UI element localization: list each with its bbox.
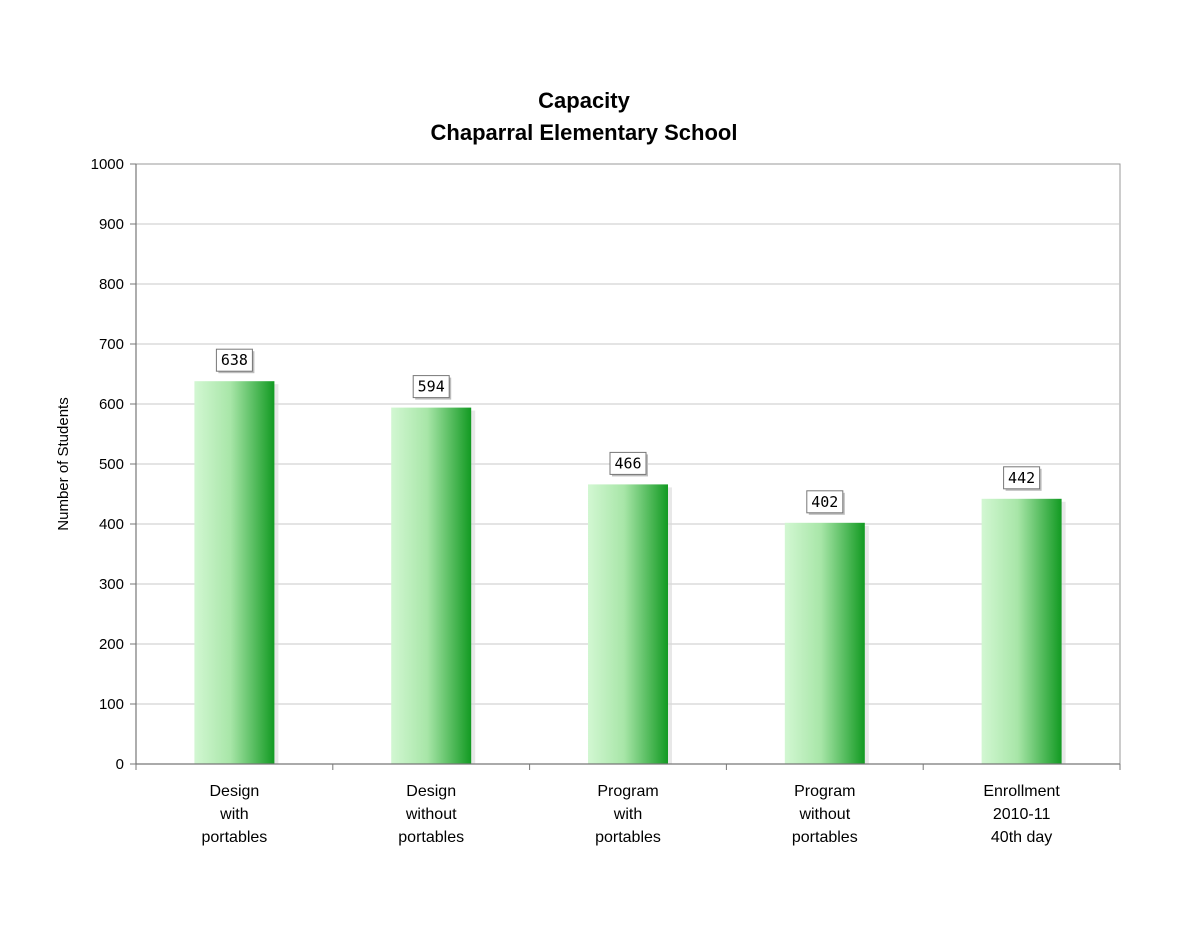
value-label-box — [609, 451, 647, 475]
y-tick-label: 1000 — [91, 156, 124, 173]
bar-0 — [194, 381, 275, 764]
y-tick-label: 0 — [116, 756, 124, 773]
value-label-1: 594 — [418, 378, 445, 396]
category-label-4-line-1: 2010-11 — [993, 806, 1051, 823]
category-label-1-line-0: Design — [406, 783, 456, 800]
value-label-0: 638 — [221, 351, 248, 369]
y-tick-label: 200 — [99, 636, 124, 653]
category-label-3-line-1: without — [798, 806, 850, 823]
value-label-3: 402 — [811, 493, 838, 511]
bar-2 — [588, 484, 668, 764]
chart-title-line-2: Chaparral Elementary School — [431, 120, 738, 145]
x-axis-categories: Design with portables Design without portable… — [135, 764, 1121, 846]
category-label-2-line-1: with — [613, 806, 642, 823]
y-tick-label: 800 — [99, 276, 124, 293]
category-label-4-line-0: Enrollment — [983, 783, 1060, 800]
bar-3 — [784, 522, 865, 764]
bar-4 — [981, 498, 1062, 764]
category-label-1-line-1: without — [405, 806, 457, 823]
y-tick-label: 300 — [99, 576, 124, 593]
value-label-box — [806, 490, 844, 514]
category-label-0-line-2: portables — [201, 829, 267, 846]
y-tick-label: 400 — [99, 516, 124, 533]
category-label-2-line-2: portables — [595, 829, 661, 846]
value-labels: 638 594 466 402 442 — [215, 348, 1042, 515]
category-label-1-line-2: portables — [398, 829, 464, 846]
category-label-0-line-1: with — [219, 806, 248, 823]
chart-title: Capacity Chaparral Elementary School — [431, 88, 738, 145]
category-label-4-line-2: 40th day — [991, 829, 1052, 846]
category-label-3-line-2: portables — [792, 829, 858, 846]
gridlines — [136, 223, 1120, 705]
value-label-box — [215, 348, 253, 372]
y-tick-label: 100 — [99, 696, 124, 713]
category-label-3-line-0: Program — [794, 783, 855, 800]
y-tick-label: 600 — [99, 396, 124, 413]
bar-1 — [391, 407, 472, 764]
bars — [194, 381, 1066, 764]
y-tick-label: 500 — [99, 456, 124, 473]
value-label-box — [1003, 466, 1041, 490]
category-label-0-line-0: Design — [209, 783, 259, 800]
y-tick-label: 900 — [99, 216, 124, 233]
y-axis-label: Number of Students — [55, 397, 72, 530]
chart-title-line-1: Capacity — [538, 88, 630, 113]
value-label-2: 466 — [614, 454, 641, 472]
y-axis-ticks: 0 100 200 300 400 500 600 700 800 900 1000 — [91, 156, 136, 773]
value-label-box — [412, 375, 450, 399]
value-label-4: 442 — [1008, 469, 1035, 487]
category-label-2-line-0: Program — [597, 783, 658, 800]
y-tick-label: 700 — [99, 336, 124, 353]
